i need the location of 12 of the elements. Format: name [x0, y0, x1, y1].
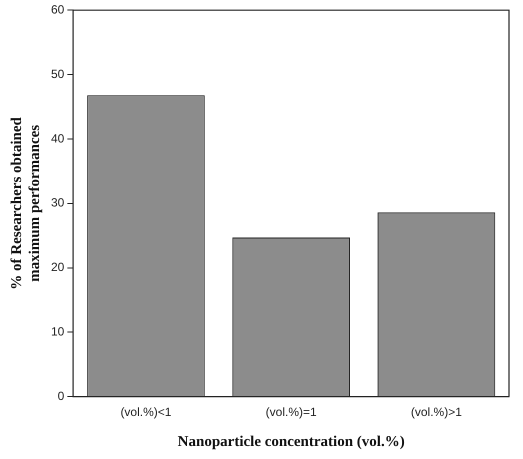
x-tick-label: (vol.%)<1	[120, 405, 172, 420]
x-tick-label: (vol.%)>1	[410, 405, 462, 420]
x-tick-label: (vol.%)=1	[266, 405, 317, 420]
y-tick-label: 0	[58, 388, 65, 403]
y-tick-label: 40	[50, 131, 65, 146]
x-axis-title: Nanoparticle concentration (vol.%)	[178, 434, 405, 450]
y-tick-label: 50	[50, 66, 65, 81]
y-tick-label: 10	[50, 324, 65, 339]
y-tick-label: 20	[50, 260, 65, 274]
y-axis-title: % of Researchers obtained maximum performances	[8, 116, 43, 290]
y-tick-label: 30	[50, 196, 65, 210]
y-tick-label: 60	[50, 2, 65, 17]
